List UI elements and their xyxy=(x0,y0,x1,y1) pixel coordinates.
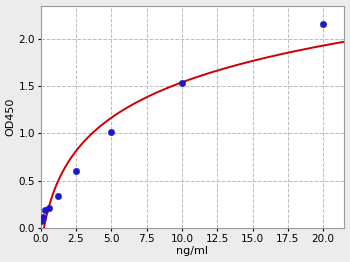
Point xyxy=(73,169,79,173)
Point xyxy=(40,215,46,219)
X-axis label: ng/ml: ng/ml xyxy=(176,247,209,256)
Point xyxy=(38,219,43,223)
Y-axis label: OD450: OD450 xyxy=(6,98,15,136)
Point xyxy=(55,194,61,198)
Point xyxy=(47,206,52,210)
Point xyxy=(321,21,326,26)
Point xyxy=(108,129,114,134)
Point xyxy=(179,81,185,85)
Point xyxy=(42,208,48,212)
